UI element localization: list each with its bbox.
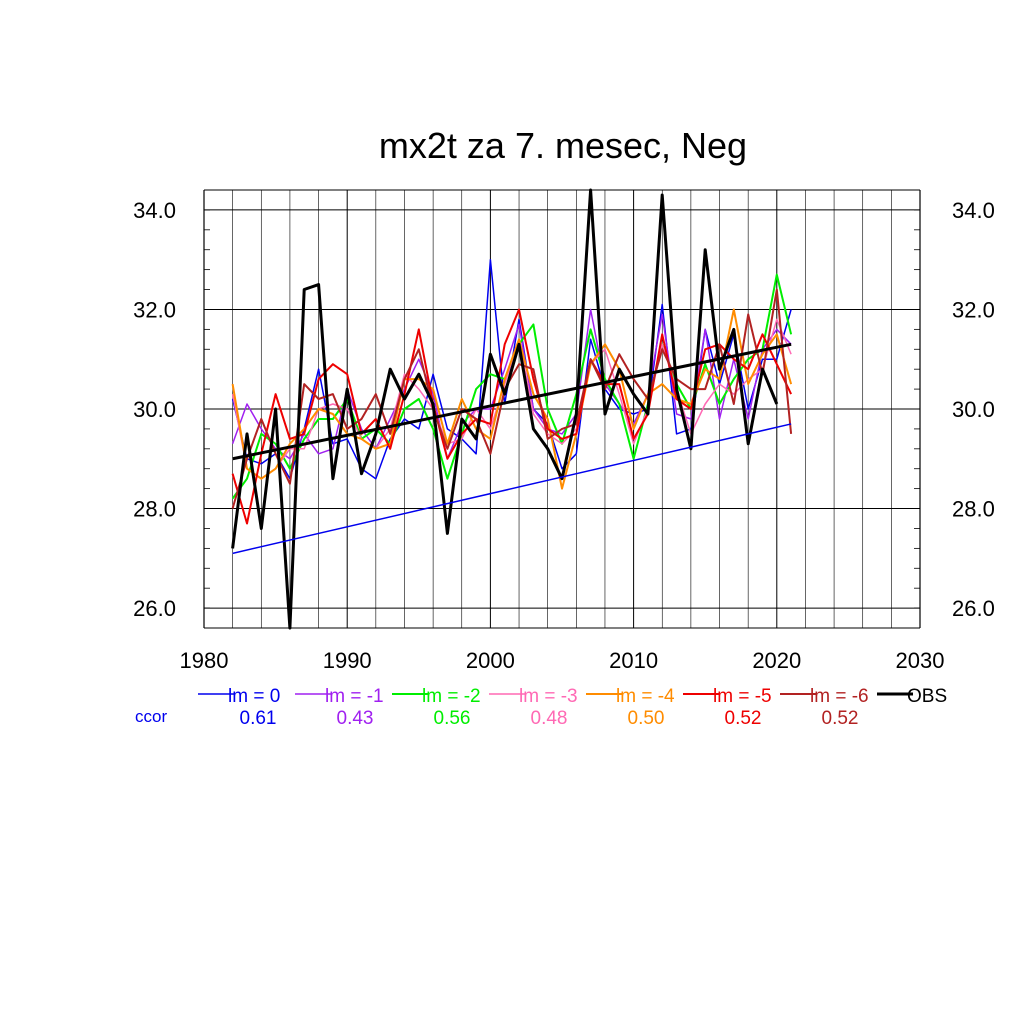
- legend-entry-label: lm = -2: [422, 686, 481, 707]
- legend-entry-label: OBS: [907, 686, 947, 707]
- trend-line-obs: [232, 342, 792, 461]
- x-tick-label: 2020: [752, 648, 801, 673]
- y-tick-label-left: 26.0: [133, 596, 176, 621]
- trend-lines: [232, 342, 792, 555]
- ccor-value: 0.48: [531, 708, 568, 729]
- ccor-label: ccor: [135, 707, 167, 726]
- y-tick-label-left: 32.0: [133, 297, 176, 322]
- y-tick-label-right: 30.0: [952, 397, 995, 422]
- x-tick-label: 2010: [609, 648, 658, 673]
- series-line-lm4: [231, 308, 793, 490]
- y-tick-label-left: 34.0: [133, 198, 176, 223]
- series-line-lm1: [231, 308, 792, 460]
- ccor-value: 0.52: [725, 708, 762, 729]
- y-tick-label-left: 30.0: [133, 397, 176, 422]
- chart-title: mx2t za 7. mesec, Neg: [379, 125, 747, 166]
- ccor-value: 0.61: [240, 708, 277, 729]
- series-line-obs: [231, 188, 779, 630]
- trend-line-lm0: [232, 423, 792, 555]
- grid: [204, 189, 920, 629]
- legend-entry-label: lm = 0: [228, 686, 280, 707]
- x-tick-label: 1980: [180, 648, 229, 673]
- y-tick-label-right: 32.0: [952, 297, 995, 322]
- ccor-value: 0.50: [628, 708, 665, 729]
- y-tick-label-right: 34.0: [952, 198, 995, 223]
- legend-entry-label: lm = -4: [616, 686, 675, 707]
- y-tick-label-right: 28.0: [952, 497, 995, 522]
- x-tick-label: 2000: [466, 648, 515, 673]
- legend-entry-label: lm = -1: [325, 686, 384, 707]
- axes: 26.0 26.0 28.0 28.0 30.0 30.0 32.0 32.0 34.0 34.0…: [133, 189, 995, 673]
- legend-entry-label: lm = -3: [519, 686, 578, 707]
- y-tick-label-right: 26.0: [952, 596, 995, 621]
- y-tick-label-left: 28.0: [133, 497, 176, 522]
- series-line-lm6: [231, 288, 793, 509]
- x-tick-label: 2030: [896, 648, 945, 673]
- ccor-value: 0.43: [337, 708, 374, 729]
- legend-entry-label: lm = -6: [810, 686, 869, 707]
- ccor-value: 0.52: [822, 708, 859, 729]
- legend-entry-label: lm = -5: [713, 686, 772, 707]
- x-tick-label: 1990: [323, 648, 372, 673]
- ccor-value: 0.56: [434, 708, 471, 729]
- series-lines: [231, 188, 793, 630]
